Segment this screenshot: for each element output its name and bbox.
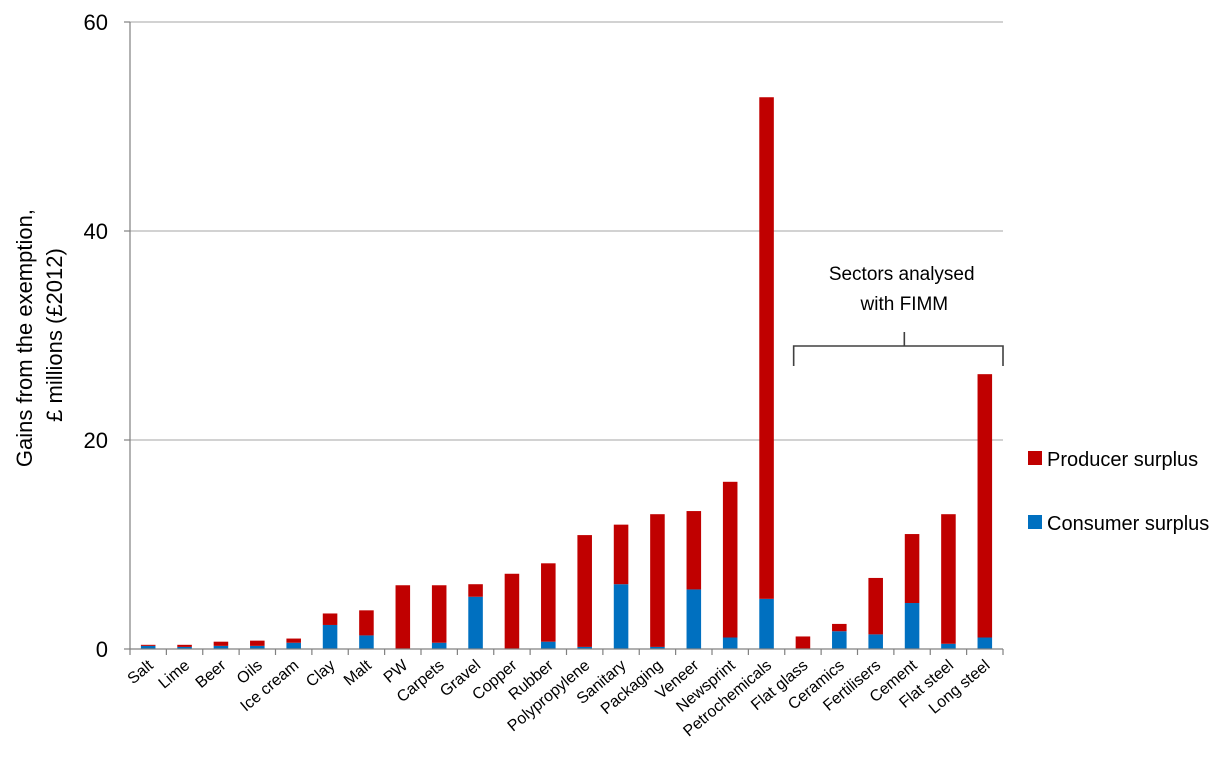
bar-consumer-surplus-packaging xyxy=(650,646,665,649)
bar-producer-surplus-veneer xyxy=(686,511,702,590)
bar-producer-surplus-sanitary xyxy=(613,524,629,585)
bar-consumer-surplus-long-steel xyxy=(977,637,993,649)
bar-producer-surplus-polypropylene xyxy=(577,535,592,647)
bar-producer-surplus-gravel xyxy=(468,584,483,597)
legend-label-consumer-surplus: Consumer surplus xyxy=(1047,513,1209,535)
bar-producer-surplus-rubber xyxy=(541,563,556,642)
bar-consumer-surplus-carpets xyxy=(431,642,447,649)
bar-consumer-surplus-fertilisers xyxy=(868,634,883,649)
bar-consumer-surplus-veneer xyxy=(686,589,702,649)
y-axis-title-line-2: £ millions (£2012) xyxy=(42,248,67,422)
bar-producer-surplus-lime xyxy=(177,644,192,647)
bar-producer-surplus-flat-steel xyxy=(941,514,956,644)
bar-producer-surplus-ceramics xyxy=(832,623,847,632)
bar-consumer-surplus-salt xyxy=(140,645,156,649)
x-tick-label: Beer xyxy=(193,657,230,692)
y-tick-label: 0 xyxy=(96,637,108,662)
bar-producer-surplus-carpets xyxy=(431,585,447,643)
legend-swatch-consumer-surplus xyxy=(1028,515,1042,529)
legend: Producer surplus Consumer surplus xyxy=(1028,449,1209,535)
axes xyxy=(124,21,1004,655)
bar-consumer-surplus-flat-steel xyxy=(941,643,956,649)
bar-consumer-surplus-ceramics xyxy=(832,631,847,649)
bar-consumer-surplus-newsprint xyxy=(722,637,738,649)
bar-consumer-surplus-petrochemicals xyxy=(759,598,774,649)
bar-producer-surplus-ice-cream xyxy=(286,638,301,643)
bar-producer-surplus-copper xyxy=(504,573,520,649)
bars xyxy=(140,97,993,649)
x-tick-label: Malt xyxy=(341,657,376,690)
bar-consumer-surplus-lime xyxy=(177,646,192,649)
bar-producer-surplus-pw xyxy=(395,585,411,649)
gridlines xyxy=(130,21,1003,441)
bar-consumer-surplus-sanitary xyxy=(613,584,629,649)
bar-producer-surplus-long-steel xyxy=(977,374,993,638)
annotation-bracket xyxy=(792,332,1004,366)
y-tick-label: 20 xyxy=(84,428,108,453)
bar-consumer-surplus-malt xyxy=(359,635,374,649)
bar-producer-surplus-beer xyxy=(213,641,229,646)
annotation-line-2: with FIMM xyxy=(860,294,949,315)
annotation: Sectors analysed with FIMM xyxy=(792,264,1004,366)
y-tick-label: 60 xyxy=(84,10,108,35)
bar-producer-surplus-malt xyxy=(359,610,374,636)
x-tick-label: Lime xyxy=(156,657,194,692)
bar-consumer-surplus-beer xyxy=(213,645,229,649)
y-axis-title: Gains from the exemption, £ millions (£2… xyxy=(12,203,67,467)
bar-consumer-surplus-clay xyxy=(322,624,338,649)
bar-consumer-surplus-polypropylene xyxy=(577,646,592,649)
bar-producer-surplus-fertilisers xyxy=(868,577,883,635)
bar-producer-surplus-newsprint xyxy=(722,481,738,638)
x-tick-label: Salt xyxy=(125,657,157,688)
bar-consumer-surplus-oils xyxy=(250,645,265,649)
x-tick-label: Clay xyxy=(303,657,338,691)
bar-producer-surplus-oils xyxy=(250,640,265,646)
bar-consumer-surplus-gravel xyxy=(468,596,483,649)
annotation-text: Sectors analysed with FIMM xyxy=(829,264,980,315)
bar-producer-surplus-salt xyxy=(140,644,156,646)
legend-swatch-producer-surplus xyxy=(1028,451,1042,465)
bar-producer-surplus-flat-glass xyxy=(795,636,811,649)
bar-producer-surplus-petrochemicals xyxy=(759,97,774,599)
bar-producer-surplus-packaging xyxy=(650,514,665,647)
bar-producer-surplus-cement xyxy=(904,534,920,604)
annotation-line-1: Sectors analysed xyxy=(829,264,975,285)
bar-consumer-surplus-rubber xyxy=(541,641,556,649)
bar-consumer-surplus-cement xyxy=(904,603,920,649)
y-tick-label: 40 xyxy=(84,219,108,244)
y-axis-title-line-1: Gains from the exemption, xyxy=(12,209,37,467)
legend-label-producer-surplus: Producer surplus xyxy=(1047,449,1198,471)
bar-consumer-surplus-ice-cream xyxy=(286,642,301,649)
bar-producer-surplus-clay xyxy=(322,613,338,625)
